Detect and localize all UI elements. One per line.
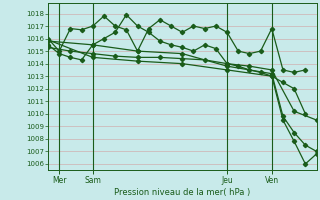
X-axis label: Pression niveau de la mer( hPa ): Pression niveau de la mer( hPa ) bbox=[114, 188, 251, 197]
